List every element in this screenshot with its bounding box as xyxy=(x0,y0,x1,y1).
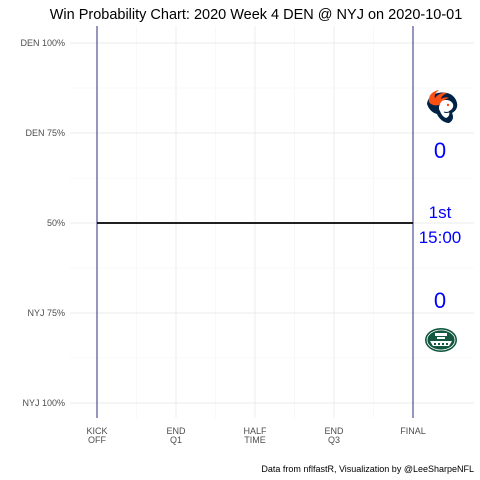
y-axis-ticks: DEN 100% DEN 75% 50% NYJ 75% NYJ 100% xyxy=(20,38,65,408)
x-tick-label: END Q3 xyxy=(324,426,344,445)
home-score: 0 xyxy=(434,288,446,313)
x-axis-ticks: KICK OFF END Q1 HALF TIME END Q3 FINAL xyxy=(86,426,425,445)
y-tick-label: DEN 100% xyxy=(20,38,65,48)
x-tick-label: KICK OFF xyxy=(86,426,107,445)
x-tick-label: HALF TIME xyxy=(243,426,267,445)
jets-logo-icon xyxy=(425,328,457,352)
game-quarter: 1st xyxy=(429,203,452,222)
chart-caption: Data from nflfastR, Visualization by @Le… xyxy=(261,464,474,474)
game-clock: 15:00 xyxy=(419,228,462,247)
y-tick-label: DEN 75% xyxy=(25,128,65,138)
y-tick-label: NYJ 100% xyxy=(22,398,65,408)
away-score: 0 xyxy=(434,138,446,163)
broncos-logo-icon xyxy=(427,90,458,123)
x-tick-label: FINAL xyxy=(400,426,426,436)
chart-title: Win Probability Chart: 2020 Week 4 DEN @… xyxy=(50,7,463,23)
y-tick-label: NYJ 75% xyxy=(27,308,65,318)
x-tick-label: END Q1 xyxy=(166,426,186,445)
y-tick-label: 50% xyxy=(47,218,65,228)
